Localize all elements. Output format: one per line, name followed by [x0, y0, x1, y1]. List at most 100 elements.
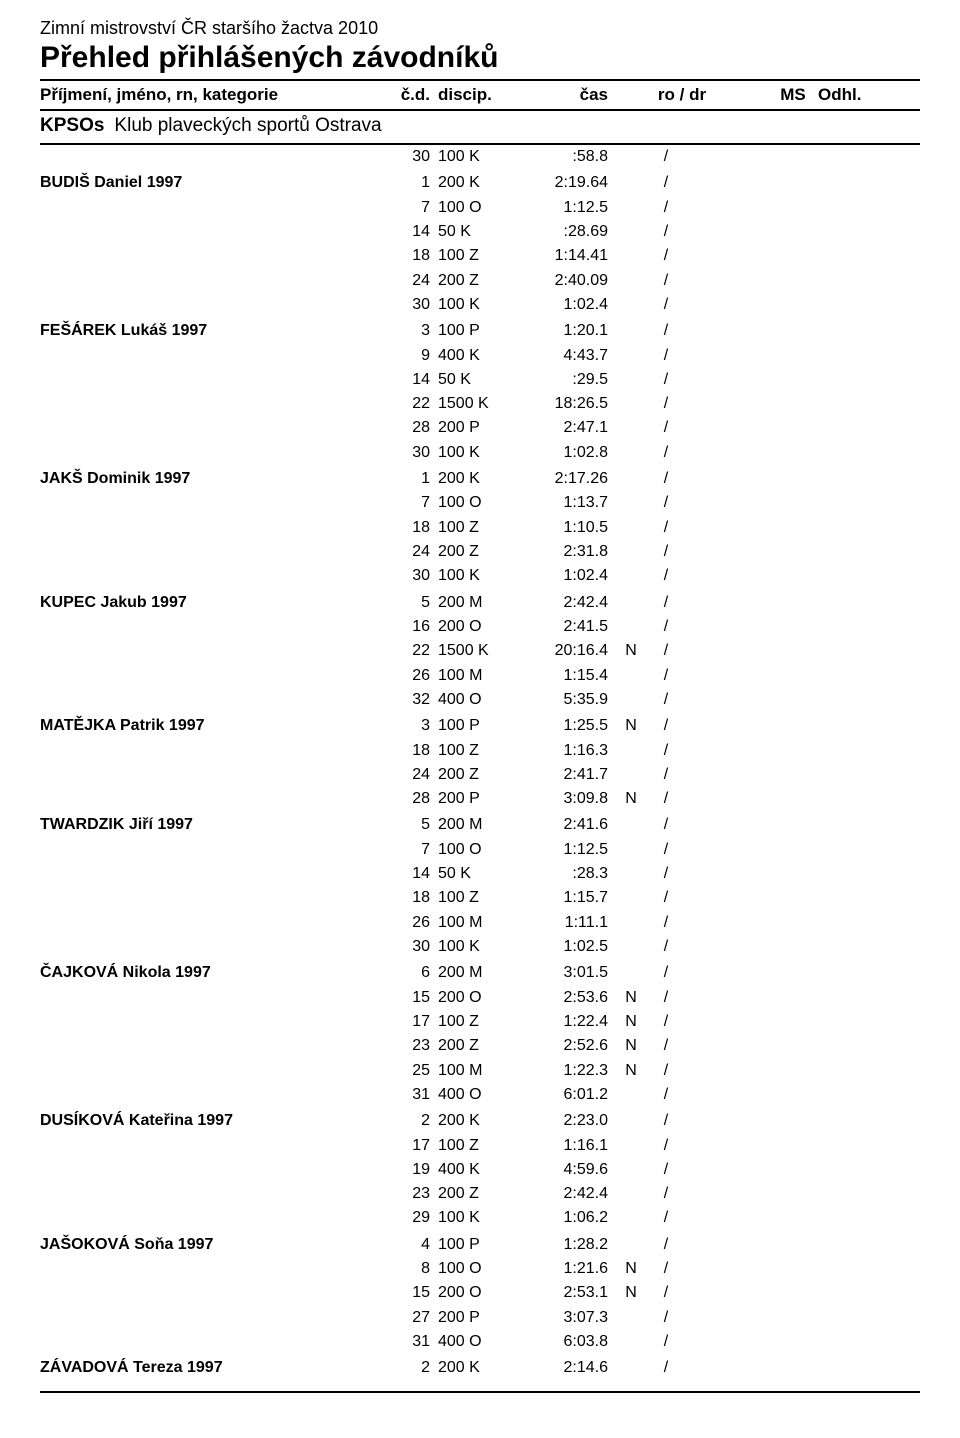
result-row: 7100 O1:13.7/: [40, 491, 920, 515]
result-row: 28200 P2:47.1/: [40, 416, 920, 440]
result-row: 9400 K4:43.7/: [40, 344, 920, 368]
time: 1:10.5: [528, 516, 616, 540]
event-number: 22: [380, 639, 438, 663]
result-row: 16200 O2:41.5/: [40, 615, 920, 639]
event-number: 30: [380, 935, 438, 959]
event-number: 18: [380, 886, 438, 910]
time: 2:14.6: [528, 1356, 616, 1380]
discipline: 50 K: [438, 862, 528, 886]
discipline: 100 M: [438, 1059, 528, 1083]
time: 1:16.1: [528, 1134, 616, 1158]
result-row: 30100 K1:02.8/: [40, 441, 920, 465]
athlete-name: KUPEC Jakub 1997: [40, 591, 380, 615]
ro-dr-separator: /: [646, 1306, 686, 1330]
discipline: 100 K: [438, 293, 528, 317]
club-code: KPSOs: [40, 115, 104, 137]
time: 18:26.5: [528, 392, 616, 416]
time: 2:17.26: [528, 467, 616, 491]
time: 3:09.8: [528, 787, 616, 811]
discipline: 200 M: [438, 961, 528, 985]
club-row: KPSOs Klub plaveckých sportů Ostrava: [40, 111, 920, 145]
ro-dr-separator: /: [646, 961, 686, 985]
discipline: 100 M: [438, 664, 528, 688]
time: 2:31.8: [528, 540, 616, 564]
time: 2:41.7: [528, 763, 616, 787]
header-disc: discip.: [438, 85, 528, 105]
ro-dr-separator: /: [646, 1356, 686, 1380]
ro-dr-separator: /: [646, 1206, 686, 1230]
event-number: 31: [380, 1330, 438, 1354]
discipline: 200 Z: [438, 269, 528, 293]
ro-dr-separator: /: [646, 591, 686, 615]
result-row: 31400 O6:01.2/: [40, 1083, 920, 1107]
result-row: FEŠÁREK Lukáš 19973100 P1:20.1/: [40, 319, 920, 343]
discipline: 100 K: [438, 1206, 528, 1230]
time: 2:40.09: [528, 269, 616, 293]
ro-dr-separator: /: [646, 739, 686, 763]
result-row: 221500 K18:26.5 /: [40, 392, 920, 416]
result-row: 18100 Z1:16.3/: [40, 739, 920, 763]
flag: N: [616, 1034, 646, 1058]
discipline: 100 Z: [438, 739, 528, 763]
event-number: 25: [380, 1059, 438, 1083]
result-row: 29100 K1:06.2/: [40, 1206, 920, 1230]
result-row: 24200 Z2:40.09/: [40, 269, 920, 293]
event-number: 1: [380, 171, 438, 195]
result-row: BUDIŠ Daniel 19971200 K2:19.64/: [40, 171, 920, 195]
footer-rule: [40, 1391, 920, 1393]
discipline: 100 O: [438, 196, 528, 220]
result-row: KUPEC Jakub 19975200 M2:42.4/: [40, 591, 920, 615]
event-number: 26: [380, 911, 438, 935]
discipline: 200 M: [438, 591, 528, 615]
ro-dr-separator: /: [646, 1083, 686, 1107]
time: :58.8: [528, 145, 616, 169]
discipline: 100 P: [438, 1233, 528, 1257]
event-number: 6: [380, 961, 438, 985]
event-number: 17: [380, 1010, 438, 1034]
ro-dr-separator: /: [646, 540, 686, 564]
header-ms: MS: [768, 85, 818, 105]
time: 1:02.4: [528, 293, 616, 317]
discipline: 100 Z: [438, 1010, 528, 1034]
ro-dr-separator: /: [646, 516, 686, 540]
ro-dr-separator: /: [646, 392, 686, 416]
time: 1:20.1: [528, 319, 616, 343]
time: 1:15.4: [528, 664, 616, 688]
discipline: 100 K: [438, 145, 528, 169]
ro-dr-separator: /: [646, 813, 686, 837]
discipline: 400 K: [438, 344, 528, 368]
discipline: 100 O: [438, 491, 528, 515]
result-row: 32400 O5:35.9/: [40, 688, 920, 712]
discipline: 200 Z: [438, 763, 528, 787]
ro-dr-separator: /: [646, 145, 686, 169]
flag: N: [616, 787, 646, 811]
discipline: 200 K: [438, 1356, 528, 1380]
ro-dr-separator: /: [646, 688, 686, 712]
time: 1:02.5: [528, 935, 616, 959]
discipline: 400 O: [438, 1083, 528, 1107]
flag: N: [616, 1059, 646, 1083]
discipline: 200 M: [438, 813, 528, 837]
time: 2:19.64: [528, 171, 616, 195]
discipline: 100 O: [438, 838, 528, 862]
discipline: 100 P: [438, 319, 528, 343]
discipline: 200 Z: [438, 1182, 528, 1206]
discipline: 200 O: [438, 615, 528, 639]
event-number: 22: [380, 392, 438, 416]
event-number: 28: [380, 416, 438, 440]
page: Zimní mistrovství ČR staršího žactva 201…: [0, 0, 960, 1423]
discipline: 1500 K: [438, 392, 528, 416]
event-number: 24: [380, 269, 438, 293]
header-time: čas: [528, 85, 616, 105]
discipline: 200 O: [438, 1281, 528, 1305]
ro-dr-separator: /: [646, 441, 686, 465]
ro-dr-separator: /: [646, 1158, 686, 1182]
ro-dr-separator: /: [646, 1059, 686, 1083]
discipline: 1500 K: [438, 639, 528, 663]
result-row: JAŠOKOVÁ Soňa 19974100 P1:28.2/: [40, 1233, 920, 1257]
result-row: 24200 Z2:31.8/: [40, 540, 920, 564]
result-row: DUSÍKOVÁ Kateřina 19972200 K2:23.0/: [40, 1109, 920, 1133]
result-row: 18100 Z1:15.7/: [40, 886, 920, 910]
time: 2:42.4: [528, 591, 616, 615]
time: 3:07.3: [528, 1306, 616, 1330]
